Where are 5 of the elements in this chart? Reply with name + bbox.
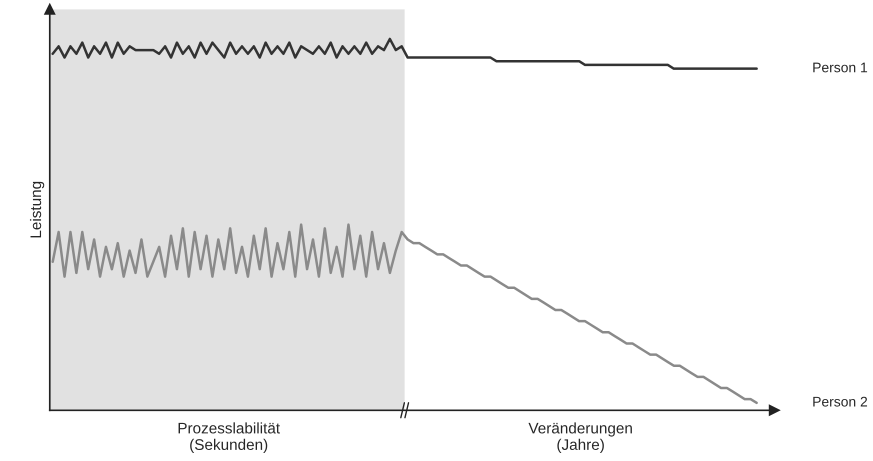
text: Veränderungen (Jahre): [528, 422, 632, 454]
text: Prozesslabilität (Sekunden): [178, 422, 280, 454]
y-axis-title: Leistung: [30, 182, 44, 238]
text: Person 1: [813, 62, 868, 72]
text: Person 2: [813, 396, 868, 407]
